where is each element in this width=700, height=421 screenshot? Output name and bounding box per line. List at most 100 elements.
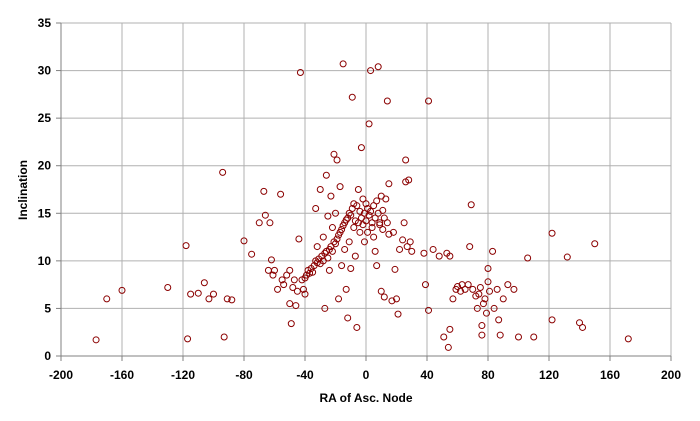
data-point (379, 225, 387, 233)
data-point (316, 186, 324, 193)
data-point (286, 266, 294, 274)
data-point (402, 156, 410, 164)
data-point (481, 295, 489, 303)
data-point (289, 283, 297, 291)
data-point (376, 221, 384, 229)
data-point (515, 333, 522, 341)
data-point (563, 253, 571, 261)
data-point (429, 245, 437, 253)
data-point (449, 295, 457, 303)
data-point (591, 240, 599, 248)
data-point (248, 250, 256, 258)
data-point (287, 320, 295, 328)
data-point (347, 264, 355, 272)
data-point (478, 331, 486, 339)
data-point (266, 219, 274, 227)
data-point (380, 214, 388, 222)
y-tick-label: 10 (38, 254, 52, 268)
y-tick-label: 5 (44, 301, 51, 315)
y-axis-title: Inclination (16, 160, 30, 220)
data-point (328, 247, 336, 255)
data-point (312, 205, 320, 213)
data-point (223, 295, 231, 303)
x-tick-label: -200 (49, 368, 73, 382)
data-point (435, 252, 443, 260)
data-point (339, 60, 347, 68)
data-point (373, 197, 381, 205)
data-point (383, 97, 391, 105)
data-point (321, 249, 329, 257)
x-tick-label: 0 (363, 368, 370, 382)
data-point (354, 186, 362, 193)
x-tick-label: -40 (296, 368, 314, 382)
data-point (353, 323, 361, 331)
data-point (327, 192, 335, 200)
y-tick-label: 30 (38, 64, 52, 78)
data-point (367, 67, 375, 75)
data-point (548, 229, 556, 237)
data-point (278, 276, 286, 284)
data-point (267, 256, 275, 264)
y-tick-label: 35 (38, 16, 52, 30)
y-tick-label: 0 (44, 349, 51, 363)
data-point (408, 247, 416, 255)
data-point (103, 295, 111, 303)
data-point (385, 180, 393, 188)
data-point (382, 195, 390, 203)
data-point (322, 171, 330, 179)
data-point (220, 333, 228, 341)
data-point (473, 304, 481, 312)
data-point (324, 254, 332, 262)
data-point (277, 190, 285, 198)
data-point (296, 68, 304, 76)
data-point (210, 290, 217, 298)
data-point (293, 287, 301, 295)
data-point (292, 302, 300, 310)
data-point (306, 269, 314, 277)
data-point (313, 259, 321, 267)
data-point (461, 285, 469, 293)
data-point (356, 228, 364, 236)
data-point (164, 283, 172, 291)
data-point (347, 211, 355, 219)
data-point (269, 271, 277, 279)
data-point (328, 224, 336, 232)
data-point (380, 293, 388, 301)
data-point (371, 214, 379, 222)
x-tick-label: 200 (661, 368, 681, 382)
data-point (377, 287, 385, 295)
x-tick-label: -160 (110, 368, 134, 382)
data-point (482, 309, 490, 317)
data-point (370, 233, 378, 241)
data-point (350, 224, 358, 232)
data-point (118, 286, 126, 294)
data-point (187, 290, 195, 298)
data-point (351, 252, 359, 260)
data-point (280, 281, 288, 289)
data-point (368, 219, 376, 227)
data-point (325, 266, 333, 274)
data-point (499, 295, 507, 303)
data-point (362, 217, 370, 225)
x-tick-label: -80 (235, 368, 253, 382)
data-point (374, 63, 382, 71)
data-point (469, 285, 477, 293)
data-point (353, 202, 361, 210)
data-point (274, 285, 282, 293)
data-point (338, 225, 346, 233)
data-point (240, 237, 248, 245)
data-point (476, 283, 484, 291)
data-point (313, 243, 321, 251)
data-point (624, 335, 632, 343)
data-point (367, 207, 375, 215)
y-tick-label: 15 (38, 206, 52, 220)
y-tick-label: 20 (38, 159, 52, 173)
x-tick-label: 80 (481, 368, 495, 382)
data-point (92, 336, 100, 344)
data-point (260, 187, 268, 195)
data-point (362, 200, 370, 208)
data-point (184, 335, 192, 343)
data-point (342, 285, 350, 293)
data-point (479, 300, 487, 308)
data-point (344, 314, 352, 322)
